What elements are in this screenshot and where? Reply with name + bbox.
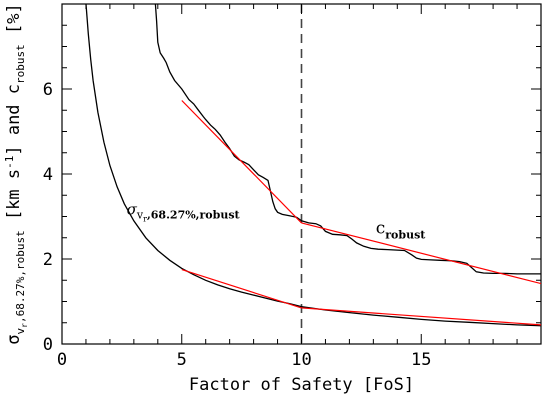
y-axis-label: σvr,68.27%,robust [km s-1] and crobust [… — [3, 3, 29, 344]
y-label-sigma: σ — [4, 334, 24, 344]
y-label-units: [km s — [4, 169, 24, 230]
series-line-5 — [301, 307, 541, 326]
x-axis-label: Factor of Safety [FoS] — [189, 375, 414, 395]
sigma-annotation: σvr,68.27%,robust — [127, 200, 241, 223]
series-group — [85, 4, 541, 327]
y-tick-label: 2 — [43, 250, 53, 270]
x-tick-label: 10 — [291, 350, 311, 370]
y-tick-label: 0 — [43, 335, 53, 355]
series-line-3 — [301, 222, 541, 285]
c-annotation-sub: robust — [385, 229, 426, 242]
y-label-sigma-subsub: r — [20, 323, 29, 328]
y-label-percent: [%] — [4, 3, 24, 44]
y-tick-label: 4 — [43, 165, 53, 185]
sigma-annotation-subsub: r — [143, 214, 147, 223]
y-tick-labels: 0 2 4 6 — [43, 80, 53, 355]
c-annotation-symbol: c — [376, 219, 386, 239]
series-line-1 — [154, 4, 541, 275]
sigma-annotation-sub: v — [136, 208, 144, 221]
sigma-annotation-rest: ,68.27%,robust — [147, 208, 241, 221]
c-robust-annotation: crobust — [376, 219, 427, 242]
plot-area — [61, 3, 542, 345]
series-line-2 — [181, 100, 302, 224]
x-tick-label: 5 — [177, 350, 187, 370]
x-tick-label: 0 — [57, 350, 67, 370]
y-label-c-sub: robust — [14, 44, 27, 84]
x-tick-label: 15 — [411, 350, 431, 370]
sigma-annotation-symbol: σ — [127, 200, 138, 218]
y-label-and: ] and c — [4, 84, 24, 156]
y-tick-label: 6 — [43, 80, 53, 100]
series-line-4 — [181, 269, 302, 309]
series-line-0 — [85, 4, 541, 327]
ticks-group — [61, 3, 542, 345]
y-label-units-exp: -1 — [3, 156, 16, 169]
y-label-sigma-sub-rest: ,68.27%,robust — [14, 230, 27, 323]
x-tick-labels: 0 5 10 15 — [57, 350, 432, 370]
y-label-sigma-sub: v — [14, 327, 27, 334]
